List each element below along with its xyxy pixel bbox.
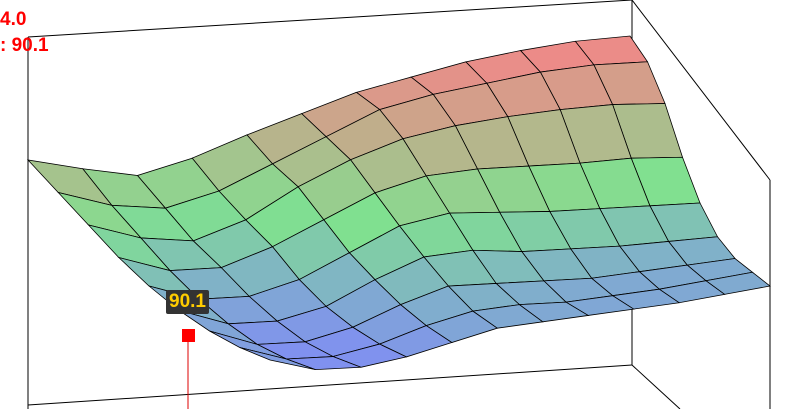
axis-box-line — [631, 0, 771, 181]
axis-box-line — [631, 364, 681, 409]
axis-box-line — [27, 364, 633, 406]
surface-cell — [239, 347, 316, 371]
hover-tooltip: 90.1 — [166, 290, 209, 314]
axis-box-line — [27, 0, 633, 38]
readout-line-1: 4.0 — [0, 9, 27, 30]
readout-line-2: : 90.1 — [0, 35, 49, 56]
selected-point-marker — [182, 329, 195, 342]
